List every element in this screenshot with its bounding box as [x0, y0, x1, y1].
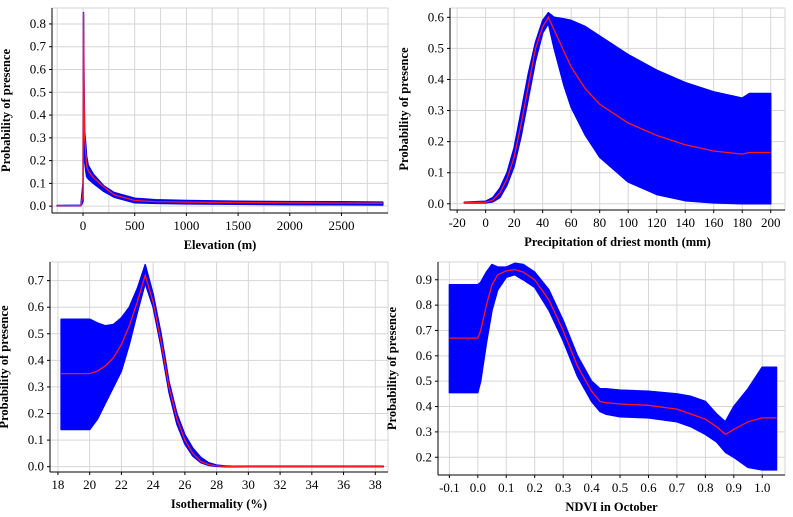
ndvi-x-tick-label: 0.6: [640, 480, 657, 495]
precipitation-confidence-band: [463, 11, 772, 205]
precipitation-y-tick-label: 0.4: [428, 71, 445, 86]
ndvi-x-tick-label: 0.7: [669, 480, 686, 495]
elevation-y-tick-label: 0.7: [30, 39, 47, 54]
isothermality-y-axis-title: Probability of presence: [0, 305, 11, 429]
elevation-x-tick-label: 2000: [277, 218, 303, 233]
precipitation-y-axis-title: Probability of presence: [397, 47, 411, 171]
ndvi-y-tick-label: 0.3: [416, 424, 432, 439]
precipitation-x-tick-label: 180: [732, 215, 752, 230]
ndvi-y-tick-label: 0.8: [416, 297, 432, 312]
isothermality-x-tick-label: 32: [274, 477, 287, 492]
isothermality-y-tick-label: 0.0: [28, 459, 44, 474]
precipitation-x-axis-title: Precipitation of driest month (mm): [524, 235, 711, 249]
isothermality-panel: 18 20 22 24 26 28 30 32 34 36 38 0.0 0.1 0.2 0.3 0.4 0.5…: [0, 261, 389, 511]
elevation-y-tick-label: 0.0: [30, 198, 46, 213]
ndvi-confidence-band: [448, 262, 778, 471]
ndvi-x-tick-label: 0.2: [527, 480, 543, 495]
precipitation-x-tick-label: 40: [536, 215, 549, 230]
precipitation-y-tick-label: 0.2: [428, 134, 444, 149]
ndvi-y-tick-label: 0.7: [416, 322, 433, 337]
isothermality-y-tick-label: 0.1: [28, 432, 44, 447]
elevation-y-tick-label: 0.1: [30, 175, 46, 190]
precipitation-x-tick-label: 0: [482, 215, 489, 230]
isothermality-y-tick-label: 0.7: [28, 273, 45, 288]
precipitation-mean-curve: [464, 15, 771, 204]
elevation-y-tick-label: 0.6: [30, 62, 47, 77]
elevation-y-tick-label: 0.5: [30, 84, 46, 99]
isothermality-mean-curve: [61, 273, 384, 468]
precipitation-x-tick-label: 200: [761, 215, 781, 230]
elevation-y-axis-title: Probability of presence: [0, 48, 13, 172]
elevation-confidence-band: [56, 11, 384, 207]
isothermality-x-axis-title: Isothermality (%): [171, 497, 267, 511]
precipitation-x-tick-label: 120: [647, 215, 667, 230]
isothermality-x-tick-label: 36: [337, 477, 351, 492]
precipitation-x-tick-label: 160: [704, 215, 724, 230]
elevation-x-axis-title: Elevation (m): [184, 238, 257, 252]
elevation-y-tick-label: 0.3: [30, 130, 46, 145]
precipitation-panel: -20 0 20 40 60 80 100 120 140 160 180 200 0.0 0.1 0.2 0…: [397, 7, 786, 249]
precipitation-x-tick-label: 140: [675, 215, 695, 230]
elevation-plot-frame: [51, 7, 389, 214]
elevation-x-tick-label: 2500: [328, 218, 354, 233]
isothermality-x-tick-label: 24: [147, 477, 161, 492]
precipitation-y-tick-label: 0.6: [428, 9, 445, 24]
ndvi-x-tick-label: 0.0: [470, 480, 486, 495]
ndvi-x-axis-title: NDVI in October: [565, 500, 658, 514]
ndvi-x-tick-label: 0.3: [555, 480, 571, 495]
isothermality-y-tick-label: 0.2: [28, 406, 44, 421]
ndvi-y-tick-label: 0.9: [416, 272, 432, 287]
precipitation-y-tick-label: 0.0: [428, 196, 444, 211]
elevation-mean-curve: [57, 12, 383, 207]
precipitation-y-tick-label: 0.3: [428, 103, 444, 118]
isothermality-x-tick-label: 22: [115, 477, 128, 492]
elevation-panel: 0 500 1000 1500 2000 2500 0.0 0.1 0.2 0.3 0.4 0.5 0.…: [0, 7, 389, 252]
isothermality-x-tick-label: 26: [178, 477, 192, 492]
ndvi-y-tick-label: 0.5: [416, 373, 432, 388]
precipitation-x-tick-label: 60: [565, 215, 578, 230]
ndvi-panel: -0.1 0.0 0.1 0.2 0.3 0.4 0.5 0.6 0.7 0.8 0.9 1.0 0.2…: [385, 261, 786, 514]
ndvi-y-tick-label: 0.4: [416, 399, 433, 414]
elevation-x-tick-label: 1000: [173, 218, 199, 233]
ndvi-x-tick-label: 0.1: [498, 480, 514, 495]
precipitation-y-tick-label: 0.1: [428, 165, 444, 180]
ndvi-x-tick-label: 0.9: [726, 480, 742, 495]
isothermality-confidence-band: [60, 263, 384, 468]
precipitation-x-tick-label: 20: [508, 215, 521, 230]
elevation-y-tick-label: 0.2: [30, 153, 46, 168]
ndvi-x-tick-label: 0.5: [612, 480, 628, 495]
elevation-x-tick-label: 0: [80, 218, 87, 233]
isothermality-y-tick-label: 0.6: [28, 299, 45, 314]
ndvi-x-tick-label: -0.1: [439, 480, 460, 495]
elevation-x-tick-label: 1500: [225, 218, 251, 233]
isothermality-x-tick-label: 38: [369, 477, 382, 492]
ndvi-x-tick-label: 0.4: [583, 480, 600, 495]
elevation-y-tick-label: 0.4: [30, 107, 47, 122]
precipitation-x-tick-label: -20: [448, 215, 465, 230]
precipitation-y-tick-label: 0.5: [428, 40, 444, 55]
ndvi-x-tick-label: 1.0: [754, 480, 770, 495]
elevation-x-tick-label: 500: [125, 218, 145, 233]
precipitation-x-tick-label: 80: [593, 215, 606, 230]
ndvi-y-tick-label: 0.6: [416, 348, 433, 363]
isothermality-x-tick-label: 34: [305, 477, 319, 492]
ndvi-x-tick-label: 0.8: [697, 480, 713, 495]
elevation-y-tick-label: 0.8: [30, 16, 46, 31]
isothermality-y-tick-label: 0.4: [28, 352, 45, 367]
ndvi-y-tick-label: 0.2: [416, 449, 432, 464]
isothermality-x-tick-label: 18: [51, 477, 64, 492]
isothermality-x-tick-label: 20: [83, 477, 96, 492]
ndvi-mean-curve: [449, 268, 777, 436]
isothermality-x-tick-label: 28: [210, 477, 223, 492]
isothermality-y-tick-label: 0.3: [28, 379, 44, 394]
isothermality-y-tick-label: 0.5: [28, 326, 44, 341]
ndvi-y-axis-title: Probability of presence: [385, 306, 399, 430]
precipitation-x-tick-label: 100: [618, 215, 638, 230]
isothermality-x-tick-label: 30: [242, 477, 255, 492]
